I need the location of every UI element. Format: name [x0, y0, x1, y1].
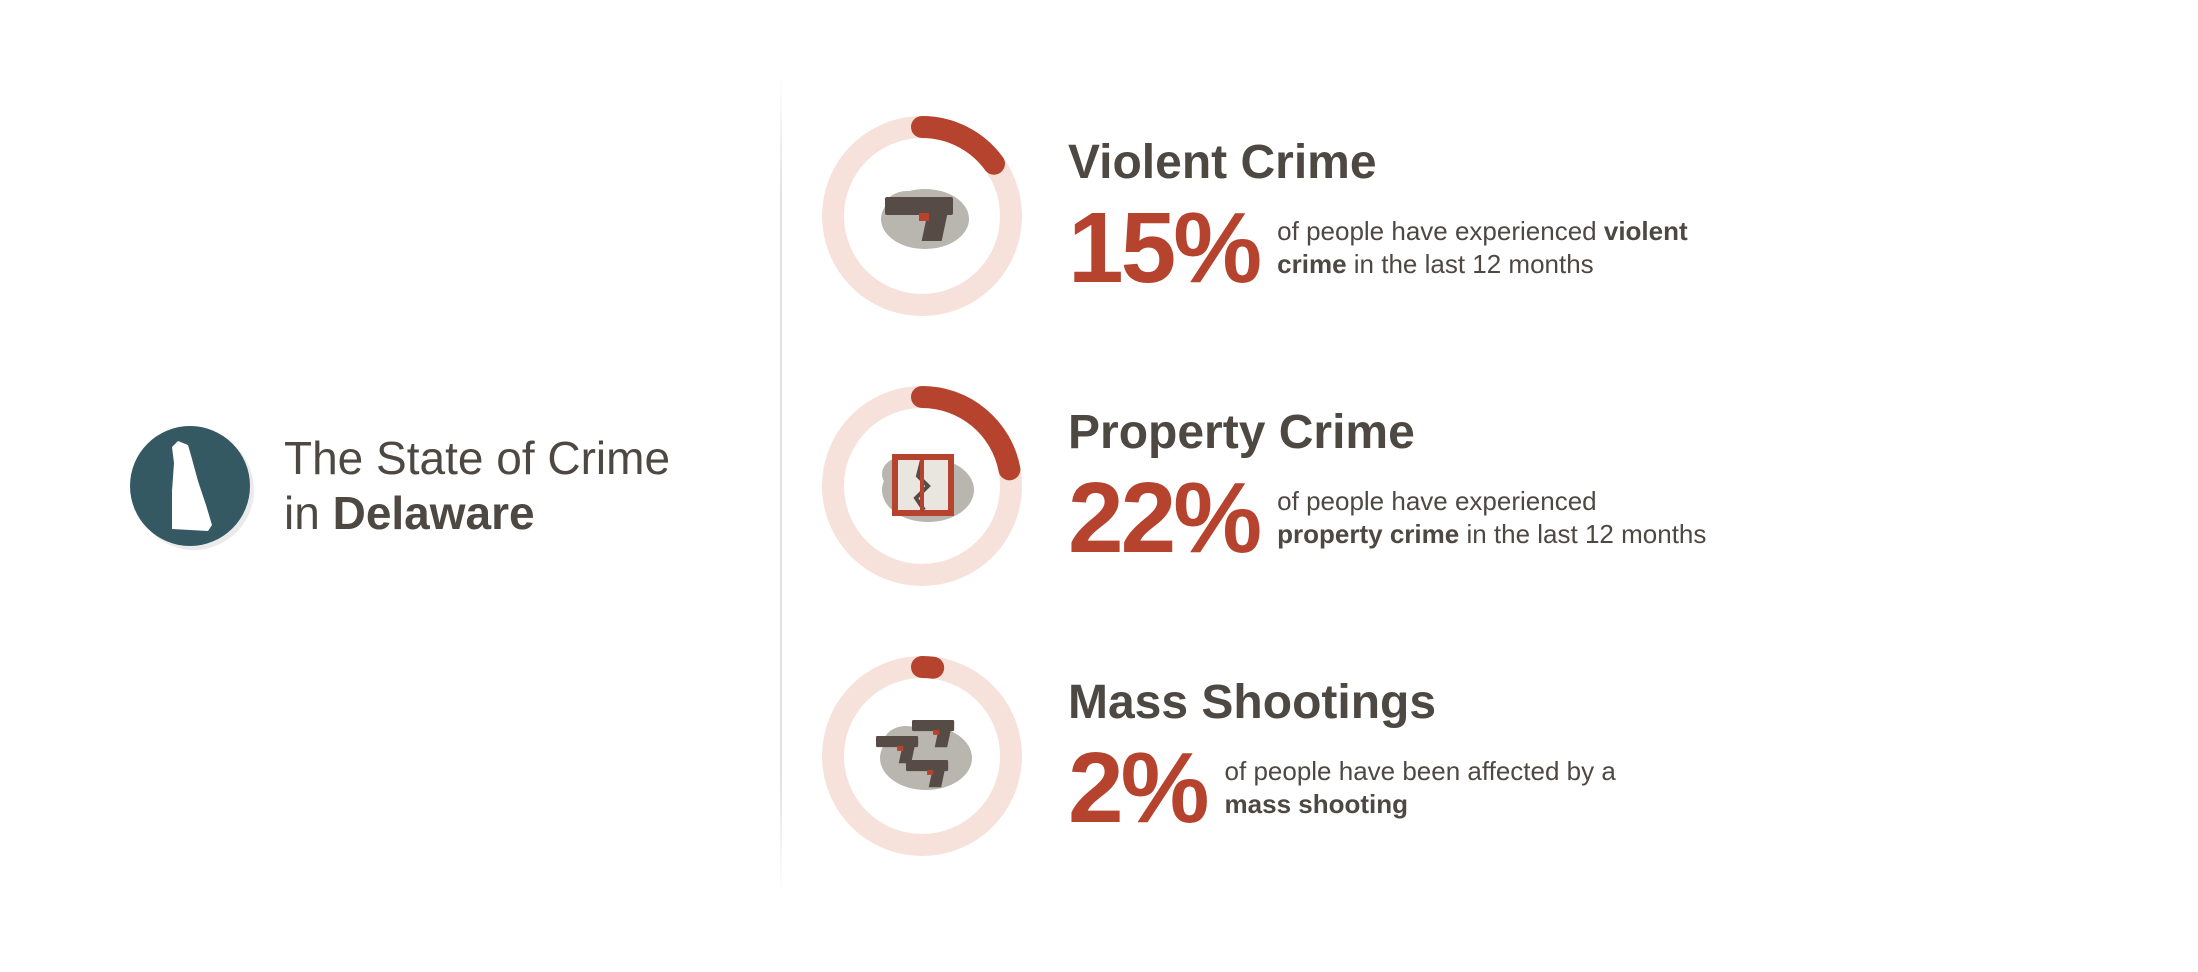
stat-title: Violent Crime — [1068, 135, 1707, 190]
stat-mass-shootings: Mass Shootings 2% of people have been af… — [822, 656, 2198, 856]
broken-window-icon — [822, 386, 1022, 586]
donut-mass — [822, 656, 1022, 856]
title-panel: The State of Crimein Delaware — [0, 426, 780, 546]
stat-description: of people have experienced violent crime… — [1277, 215, 1707, 280]
stat-title: Property Crime — [1068, 405, 1707, 460]
stat-description: of people have been affected by a mass s… — [1225, 755, 1655, 820]
stats-panel: Violent Crime 15% of people have experie… — [782, 116, 2198, 856]
state-silhouette-icon — [158, 441, 222, 531]
page-title: The State of Crimein Delaware — [284, 431, 670, 541]
donut-property — [822, 386, 1022, 586]
gun-icon — [822, 116, 1022, 316]
stat-property-crime: Property Crime 22% of people have experi… — [822, 386, 2198, 586]
stat-percent: 15% — [1068, 198, 1259, 298]
stat-percent: 2% — [1068, 738, 1207, 838]
donut-violent — [822, 116, 1022, 316]
guns-icon — [822, 656, 1022, 856]
stat-violent-crime: Violent Crime 15% of people have experie… — [822, 116, 2198, 316]
state-badge — [130, 426, 250, 546]
stat-description: of people have experienced property crim… — [1277, 485, 1707, 550]
stat-percent: 22% — [1068, 468, 1259, 568]
title-state: Delaware — [333, 487, 535, 539]
stat-title: Mass Shootings — [1068, 675, 1655, 730]
